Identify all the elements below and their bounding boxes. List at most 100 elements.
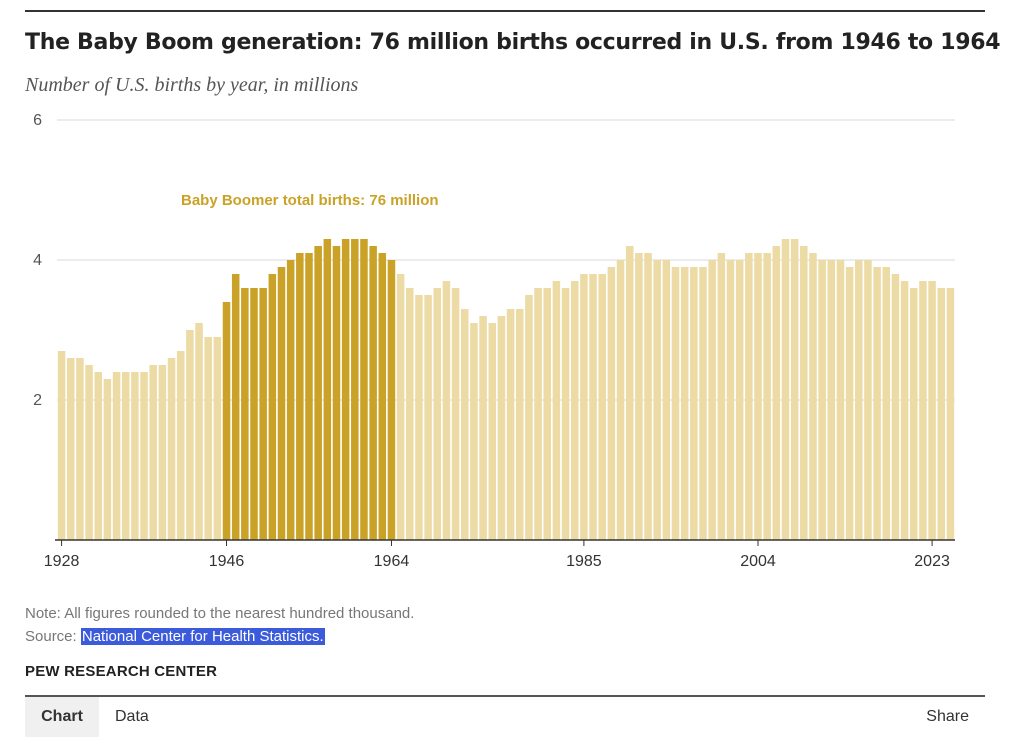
bar-1997[interactable] (690, 267, 698, 540)
bar-1934[interactable] (112, 372, 121, 540)
bar-2000[interactable] (717, 253, 726, 540)
bar-1989[interactable] (616, 260, 625, 540)
bar-2013[interactable] (836, 260, 845, 540)
bar-1977[interactable] (506, 309, 515, 540)
bar-1935[interactable] (121, 372, 130, 540)
bar-2005[interactable] (763, 253, 771, 540)
bar-1993[interactable] (653, 260, 661, 540)
bar-1970[interactable] (442, 281, 451, 540)
bar-1965[interactable] (396, 274, 405, 540)
bar-1994[interactable] (662, 260, 671, 540)
bar-1928[interactable] (57, 351, 66, 540)
bar-1995[interactable] (671, 267, 680, 540)
bar-1959[interactable] (341, 239, 350, 540)
bar-1979[interactable] (525, 295, 533, 540)
bar-1956[interactable] (314, 246, 322, 540)
bar-2007[interactable] (781, 239, 790, 540)
bar-1954[interactable] (296, 253, 304, 540)
bar-2015[interactable] (855, 260, 863, 540)
bar-2024[interactable] (937, 288, 946, 540)
bar-1973[interactable] (470, 323, 478, 540)
bar-1937[interactable] (140, 372, 148, 540)
bar-1962[interactable] (369, 246, 377, 540)
bar-1944[interactable] (204, 337, 212, 540)
bar-2020[interactable] (900, 281, 909, 540)
bar-1988[interactable] (607, 267, 616, 540)
bar-2025[interactable] (946, 288, 955, 540)
bar-1975[interactable] (488, 323, 497, 540)
bar-1982[interactable] (552, 281, 561, 540)
bar-2012[interactable] (827, 260, 836, 540)
bar-1930[interactable] (76, 358, 84, 540)
bar-2003[interactable] (745, 253, 753, 540)
bar-1936[interactable] (131, 372, 139, 540)
bar-1968[interactable] (424, 295, 432, 540)
bar-1938[interactable] (149, 365, 157, 540)
bar-1984[interactable] (570, 281, 579, 540)
bar-1972[interactable] (461, 309, 469, 540)
bar-1945[interactable] (213, 337, 222, 540)
bar-2004[interactable] (754, 253, 762, 540)
bar-1963[interactable] (378, 253, 387, 540)
bar-1974[interactable] (479, 316, 487, 540)
bar-1949[interactable] (250, 288, 258, 540)
bar-1969[interactable] (433, 288, 442, 540)
bar-1999[interactable] (708, 260, 716, 540)
bar-1957[interactable] (323, 239, 332, 540)
bar-1960[interactable] (351, 239, 359, 540)
share-button[interactable]: Share (926, 708, 969, 725)
tab-chart[interactable]: Chart (25, 697, 99, 737)
bar-1961[interactable] (360, 239, 368, 540)
bar-1947[interactable] (231, 274, 240, 540)
bar-1981[interactable] (543, 288, 551, 540)
bar-1966[interactable] (406, 288, 414, 540)
bar-1980[interactable] (534, 288, 542, 540)
bar-1939[interactable] (158, 365, 167, 540)
bar-1952[interactable] (277, 267, 286, 540)
bar-1955[interactable] (305, 253, 313, 540)
bar-1953[interactable] (286, 260, 295, 540)
bar-2016[interactable] (864, 260, 872, 540)
bar-2006[interactable] (772, 246, 781, 540)
bar-2008[interactable] (790, 239, 799, 540)
bar-1958[interactable] (332, 246, 341, 540)
bar-2010[interactable] (809, 253, 817, 540)
bar-1976[interactable] (497, 316, 506, 540)
bar-1971[interactable] (451, 288, 460, 540)
bar-2017[interactable] (873, 267, 881, 540)
bar-1950[interactable] (259, 288, 267, 540)
bar-1967[interactable] (415, 295, 423, 540)
bar-1986[interactable] (589, 274, 597, 540)
bar-2002[interactable] (735, 260, 744, 540)
bar-2021[interactable] (910, 288, 918, 540)
bar-1932[interactable] (94, 372, 102, 540)
bar-1998[interactable] (699, 267, 707, 540)
bar-2019[interactable] (891, 274, 900, 540)
bar-1931[interactable] (85, 365, 93, 540)
bar-2023[interactable] (928, 281, 936, 540)
bar-1990[interactable] (625, 246, 634, 540)
bar-1946[interactable] (222, 302, 231, 540)
bar-1943[interactable] (195, 323, 203, 540)
bar-2018[interactable] (882, 267, 891, 540)
bar-1985[interactable] (580, 274, 588, 540)
bar-1940[interactable] (167, 358, 176, 540)
bar-2011[interactable] (818, 260, 826, 540)
bar-2001[interactable] (726, 260, 735, 540)
bar-2022[interactable] (919, 281, 927, 540)
bar-1942[interactable] (186, 330, 194, 540)
bar-1996[interactable] (680, 267, 689, 540)
bar-1948[interactable] (241, 288, 249, 540)
bar-1929[interactable] (66, 358, 75, 540)
bar-1991[interactable] (635, 253, 643, 540)
source-link[interactable]: National Center for Health Statistics. (80, 628, 325, 645)
bar-1964[interactable] (387, 260, 396, 540)
bar-1992[interactable] (644, 253, 652, 540)
bar-1978[interactable] (515, 309, 524, 540)
bar-1983[interactable] (561, 288, 570, 540)
bar-2014[interactable] (845, 267, 854, 540)
bar-1941[interactable] (176, 351, 185, 540)
bar-1933[interactable] (103, 379, 112, 540)
bar-1951[interactable] (268, 274, 277, 540)
bar-2009[interactable] (800, 246, 808, 540)
